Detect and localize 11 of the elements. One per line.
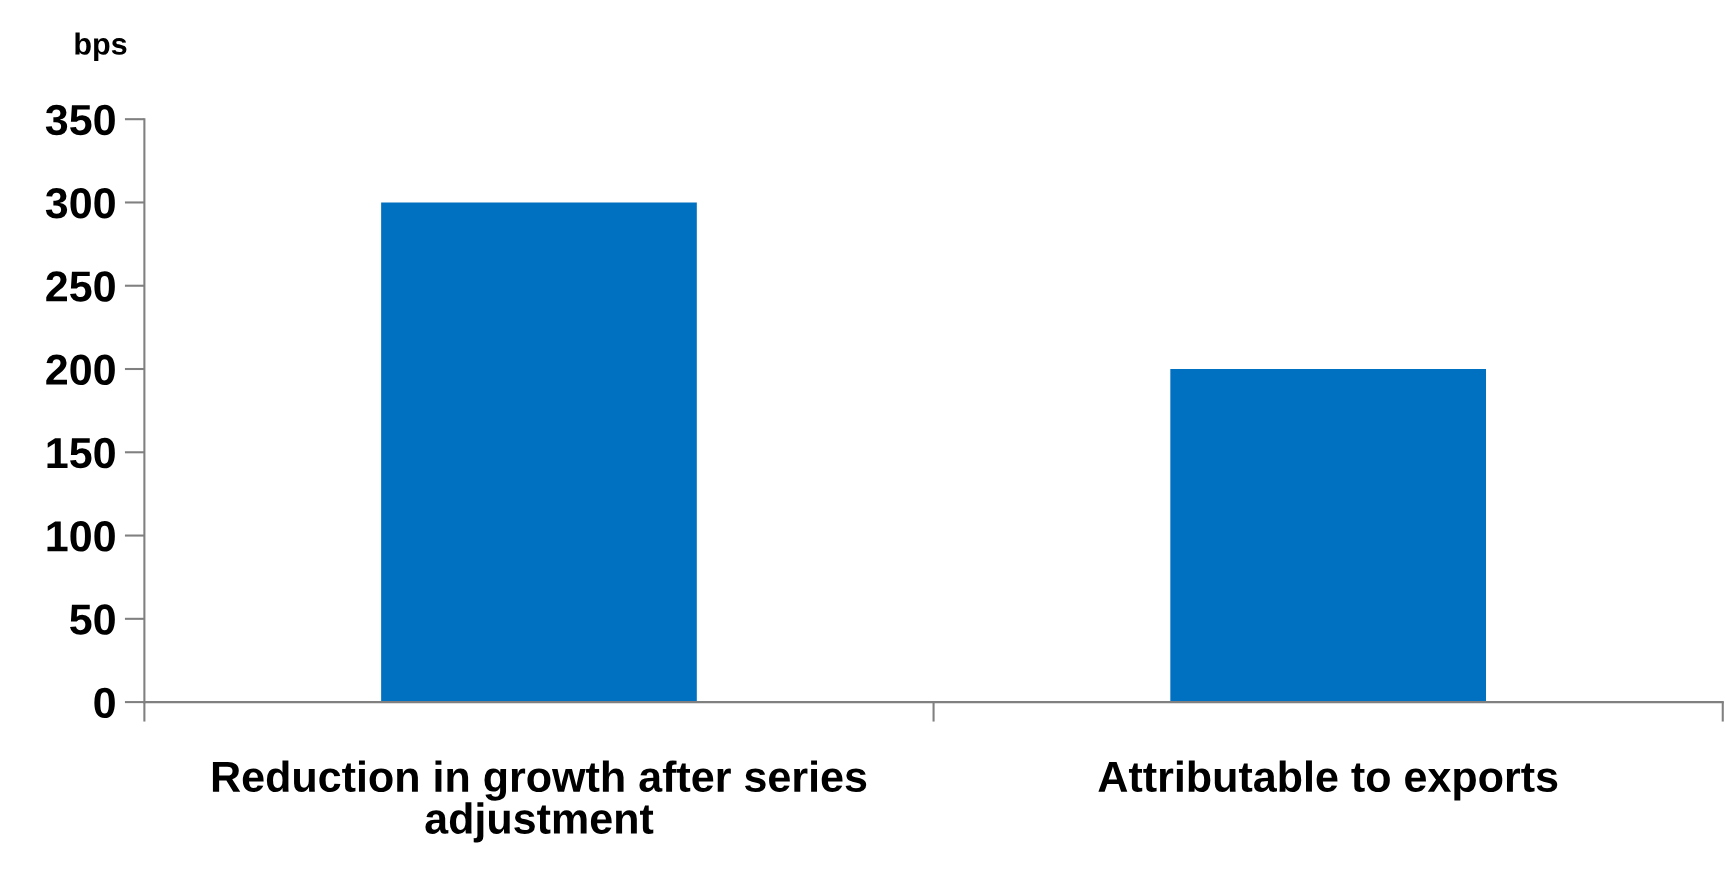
y-tick-label: 250 xyxy=(46,271,115,302)
y-tick-label: 100 xyxy=(47,521,115,552)
y-tick-label: 50 xyxy=(70,604,115,635)
x-tick-label: Reduction in growth after series adjustment xyxy=(212,760,867,843)
y-tick-label: 300 xyxy=(45,188,115,219)
y-tick-label: 350 xyxy=(45,104,115,136)
x-tick-label: Attributable to exports xyxy=(1098,760,1558,801)
y-tick-label: 150 xyxy=(47,437,115,469)
y-tick-label: 0 xyxy=(94,687,115,719)
y-tick-label: 200 xyxy=(46,354,115,386)
y-axis-title: bps xyxy=(75,32,127,61)
